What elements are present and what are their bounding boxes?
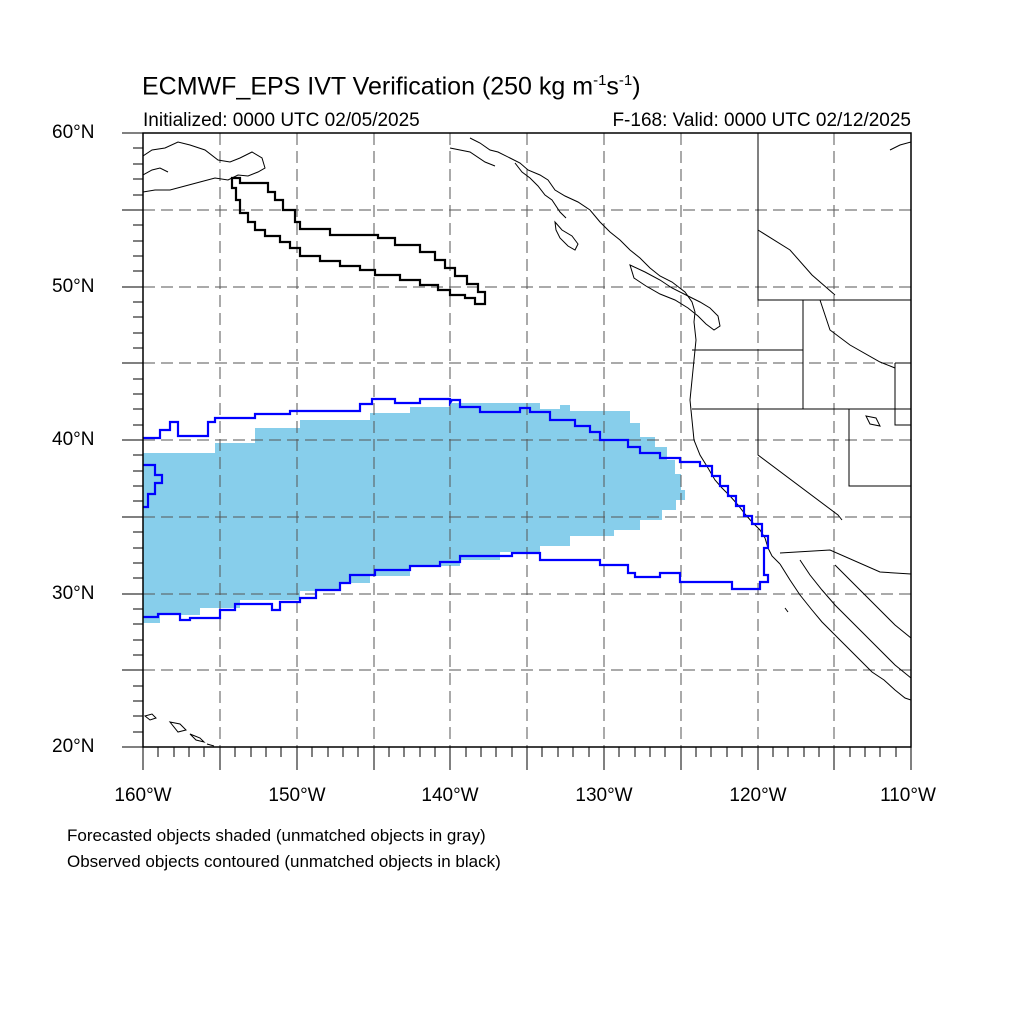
lon-label-130w: 130°W xyxy=(575,785,633,806)
lat-label-40n: 40°N xyxy=(52,429,95,450)
lat-label-20n: 20°N xyxy=(52,736,95,757)
forecast-note: Forecasted objects shaded (unmatched obj… xyxy=(67,826,486,845)
observed-object-matched xyxy=(143,397,770,622)
lon-label-140w: 140°W xyxy=(421,785,479,806)
initialized-time: Initialized: 0000 UTC 02/05/2025 xyxy=(143,110,420,131)
observed-object-matched-edge xyxy=(143,463,164,509)
lat-label-50n: 50°N xyxy=(52,276,95,297)
lon-label-120w: 120°W xyxy=(729,785,787,806)
observed-note: Observed objects contoured (unmatched ob… xyxy=(67,852,501,871)
lon-label-160w: 160°W xyxy=(114,785,172,806)
observed-object-unmatched xyxy=(230,176,487,306)
lat-label-60n: 60°N xyxy=(52,122,95,143)
lon-label-110w: 110°W xyxy=(880,785,936,806)
valid-time: F-168: Valid: 0000 UTC 02/12/2025 xyxy=(612,110,911,131)
map-title: ECMWF_EPS IVT Verification (250 kg m-1s-… xyxy=(142,72,641,101)
lat-label-30n: 30°N xyxy=(52,583,95,604)
axis-ticks xyxy=(122,132,912,770)
lon-label-150w: 150°W xyxy=(268,785,326,806)
forecast-object-shade xyxy=(143,403,685,623)
coastline xyxy=(143,133,911,747)
